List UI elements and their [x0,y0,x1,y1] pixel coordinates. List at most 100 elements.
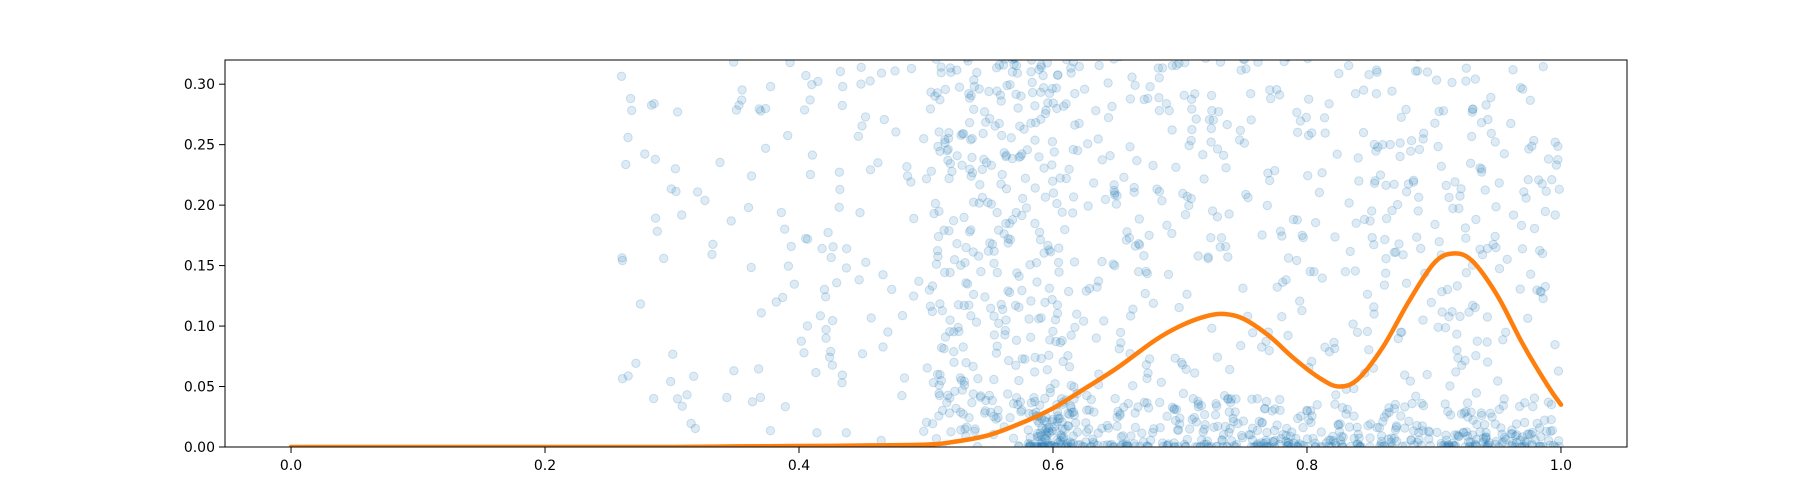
scatter-point [1405,376,1416,386]
scatter-point [1066,403,1076,413]
scatter-point [1002,80,1012,91]
scatter-point [1252,425,1263,436]
y-tick-label: 0.15 [184,259,215,275]
scatter-point [1045,387,1056,398]
scatter-point [934,127,944,137]
scatter-point [1066,63,1076,73]
scatter-point [937,306,947,316]
scatter-point [976,266,986,277]
scatter-point [1375,441,1385,447]
scatter-point [977,164,987,175]
scatter-point [1068,192,1079,202]
scatter-point [1470,302,1480,313]
scatter-point [1048,414,1058,425]
x-tick-label: 0.4 [788,458,810,474]
scatter-point [1116,440,1126,447]
scatter-point [1524,144,1534,154]
scatter-point [1331,390,1341,400]
scatter-point [834,202,844,213]
scatter-point [1364,345,1374,355]
scatter-point [1139,94,1149,105]
scatter-point [1309,267,1319,277]
scatter-point [1395,138,1405,148]
scatter-point [1040,425,1051,435]
scatter-point [891,127,901,137]
scatter-point [1206,90,1217,101]
scatter-point [1107,439,1117,447]
scatter-point [1034,314,1044,324]
scatter-point [1467,104,1478,115]
scatter-point [953,322,963,333]
scatter-point [1449,441,1460,447]
scatter-point [1036,60,1046,70]
scatter-point [1516,220,1527,231]
scatter-point [1040,108,1051,119]
scatter-point [985,113,995,124]
scatter-point [617,374,628,384]
scatter-point [968,247,978,257]
scatter-point [1196,435,1207,445]
scatter-point [949,357,959,367]
scatter-point [1133,402,1143,412]
scatter-point [989,374,999,385]
scatter-point [1017,354,1027,364]
scatter-point [1107,101,1117,112]
scatter-point [968,361,978,372]
scatter-point [945,393,955,403]
scatter-point [1228,416,1239,427]
scatter-point [1038,70,1048,81]
scatter-point [1375,170,1386,180]
scatter-point [1109,185,1119,196]
scatter-point [1259,438,1269,447]
scatter-point [1034,45,1042,53]
scatter-point [1005,80,1015,90]
scatter-point [1211,399,1221,409]
scatter-point [1508,210,1519,220]
scatter-point [950,386,960,396]
scatter-point [1458,427,1468,438]
scatter-point [1064,362,1075,372]
scatter-point [968,389,978,399]
scatter-point [1001,184,1012,194]
scatter-point [997,169,1007,180]
scatter-point [659,253,669,264]
scatter-point [1532,418,1542,429]
scatter-point [1072,145,1083,156]
scatter-point [1471,441,1481,447]
scatter-point [1128,304,1138,314]
scatter-point [992,86,1002,96]
scatter-point [1408,175,1419,186]
x-tick-label: 0.0 [280,458,302,474]
scatter-point [1437,287,1447,297]
scatter-point [821,333,831,343]
scatter-point [1006,60,1011,61]
scatter-point [1068,144,1078,155]
scatter-point [1522,429,1533,439]
scatter-point [1115,327,1126,338]
scatter-point [1246,115,1256,125]
scatter-point [1371,65,1382,75]
scatter-point [1333,420,1344,430]
scatter-point [1514,401,1525,412]
scatter-point [729,366,739,376]
scatter-point [1381,254,1391,264]
scatter-point [1545,440,1555,447]
scatter-point [989,258,999,268]
scatter-point [1396,411,1406,421]
scatter-point [1452,329,1462,339]
scatter-point [981,117,991,127]
scatter-point [1452,281,1463,291]
scatter-point [1371,89,1382,99]
scatter-point [1239,138,1250,148]
scatter-point [1081,286,1092,296]
scatter-point [1414,435,1424,445]
scatter-point [1167,402,1178,412]
scatter-point [992,207,1002,218]
scatter-point [1047,426,1057,436]
scatter-point [945,267,955,278]
scatter-point [1004,355,1014,366]
scatter-point [1184,140,1194,151]
scatter-point [1482,357,1493,367]
scatter-point [1000,330,1010,340]
